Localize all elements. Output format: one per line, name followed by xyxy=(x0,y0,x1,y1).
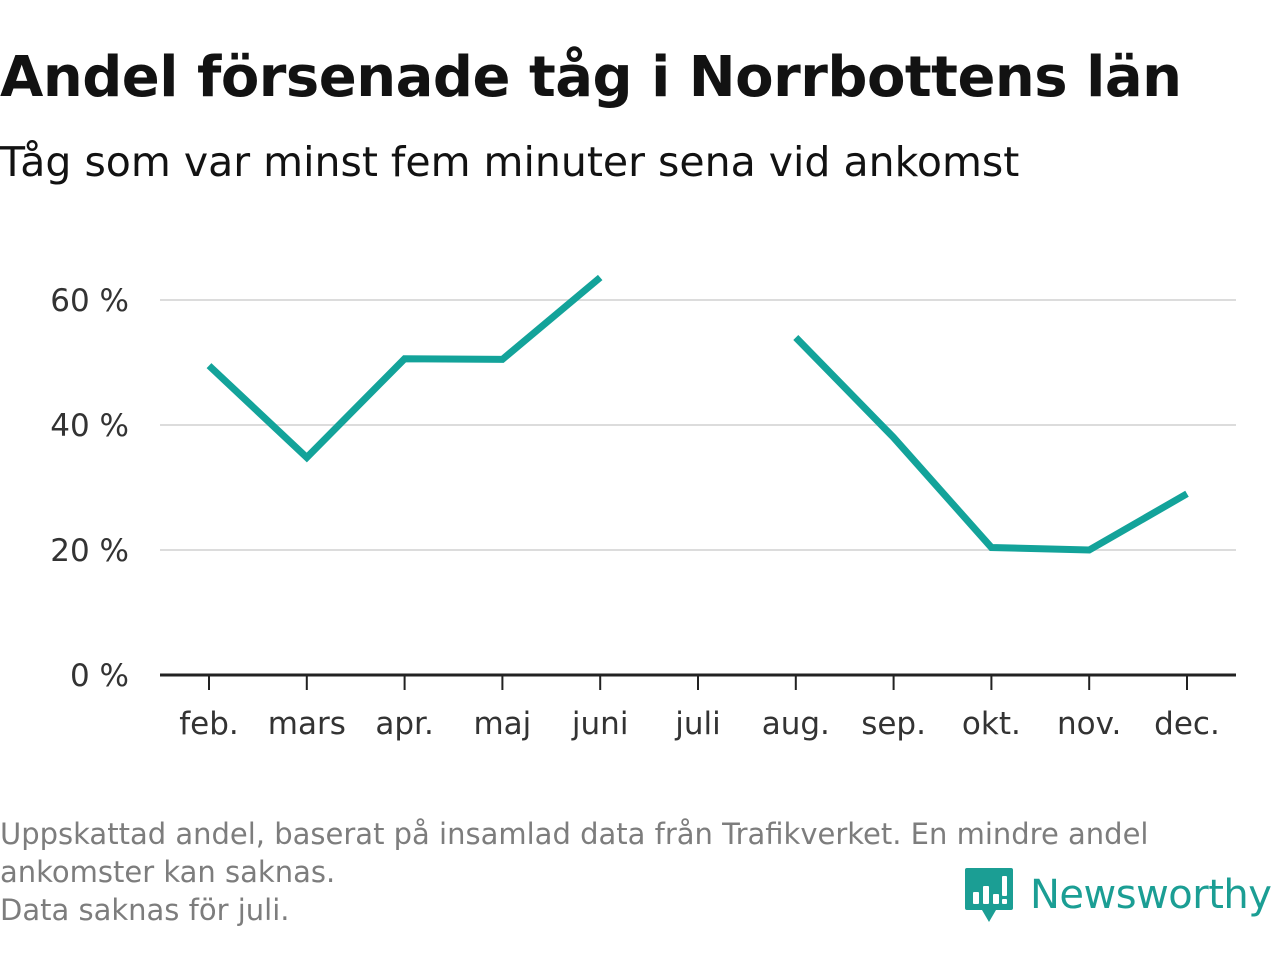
brand-name: Newsworthy xyxy=(1030,872,1272,918)
y-tick-label: 20 % xyxy=(50,533,129,569)
x-axis-labels: feb. mars apr. maj juni juli aug. sep. okt. nov. d… xyxy=(179,706,1220,742)
chart-title: Andel försenade tåg i Norrbottens län xyxy=(0,45,1182,110)
chart-subtitle: Tåg som var minst fem minuter sena vid a… xyxy=(0,138,1020,186)
x-tick-label: apr. xyxy=(375,706,433,742)
footnotes: Uppskattad andel, baserat på insamlad da… xyxy=(0,815,1265,929)
x-tick-label: juni xyxy=(571,706,629,742)
y-tick-label: 60 % xyxy=(50,283,129,319)
footnote-line: Uppskattad andel, baserat på insamlad da… xyxy=(0,817,1149,851)
y-tick-label: 0 % xyxy=(70,658,129,694)
x-tick-label: mars xyxy=(268,706,346,742)
footnote-line: ankomster kan saknas. xyxy=(0,855,336,889)
line-chart: 0 % 20 % 40 % 60 % feb. mars apr. maj juni juli a… xyxy=(50,274,1236,742)
x-axis xyxy=(160,673,1236,690)
gridlines xyxy=(160,299,1236,551)
x-tick-label: juli xyxy=(674,706,721,742)
brand-logo: Newsworthy xyxy=(964,864,1272,926)
x-tick-label: nov. xyxy=(1057,706,1121,742)
y-axis-labels: 0 % 20 % 40 % 60 % xyxy=(50,283,129,694)
series-line-segment xyxy=(793,335,1189,554)
series-lines xyxy=(206,274,1189,554)
x-tick-label: feb. xyxy=(179,706,239,742)
x-tick-label: aug. xyxy=(762,706,830,742)
y-tick-label: 40 % xyxy=(50,408,129,444)
x-tick-label: okt. xyxy=(962,706,1021,742)
newsworthy-logo-icon xyxy=(965,868,1013,922)
x-tick-label: maj xyxy=(473,706,531,742)
series-line-segment xyxy=(206,274,603,463)
x-tick-label: sep. xyxy=(861,706,926,742)
footnote-line: Data saknas för juli. xyxy=(0,893,290,927)
x-tick-label: dec. xyxy=(1154,706,1220,742)
